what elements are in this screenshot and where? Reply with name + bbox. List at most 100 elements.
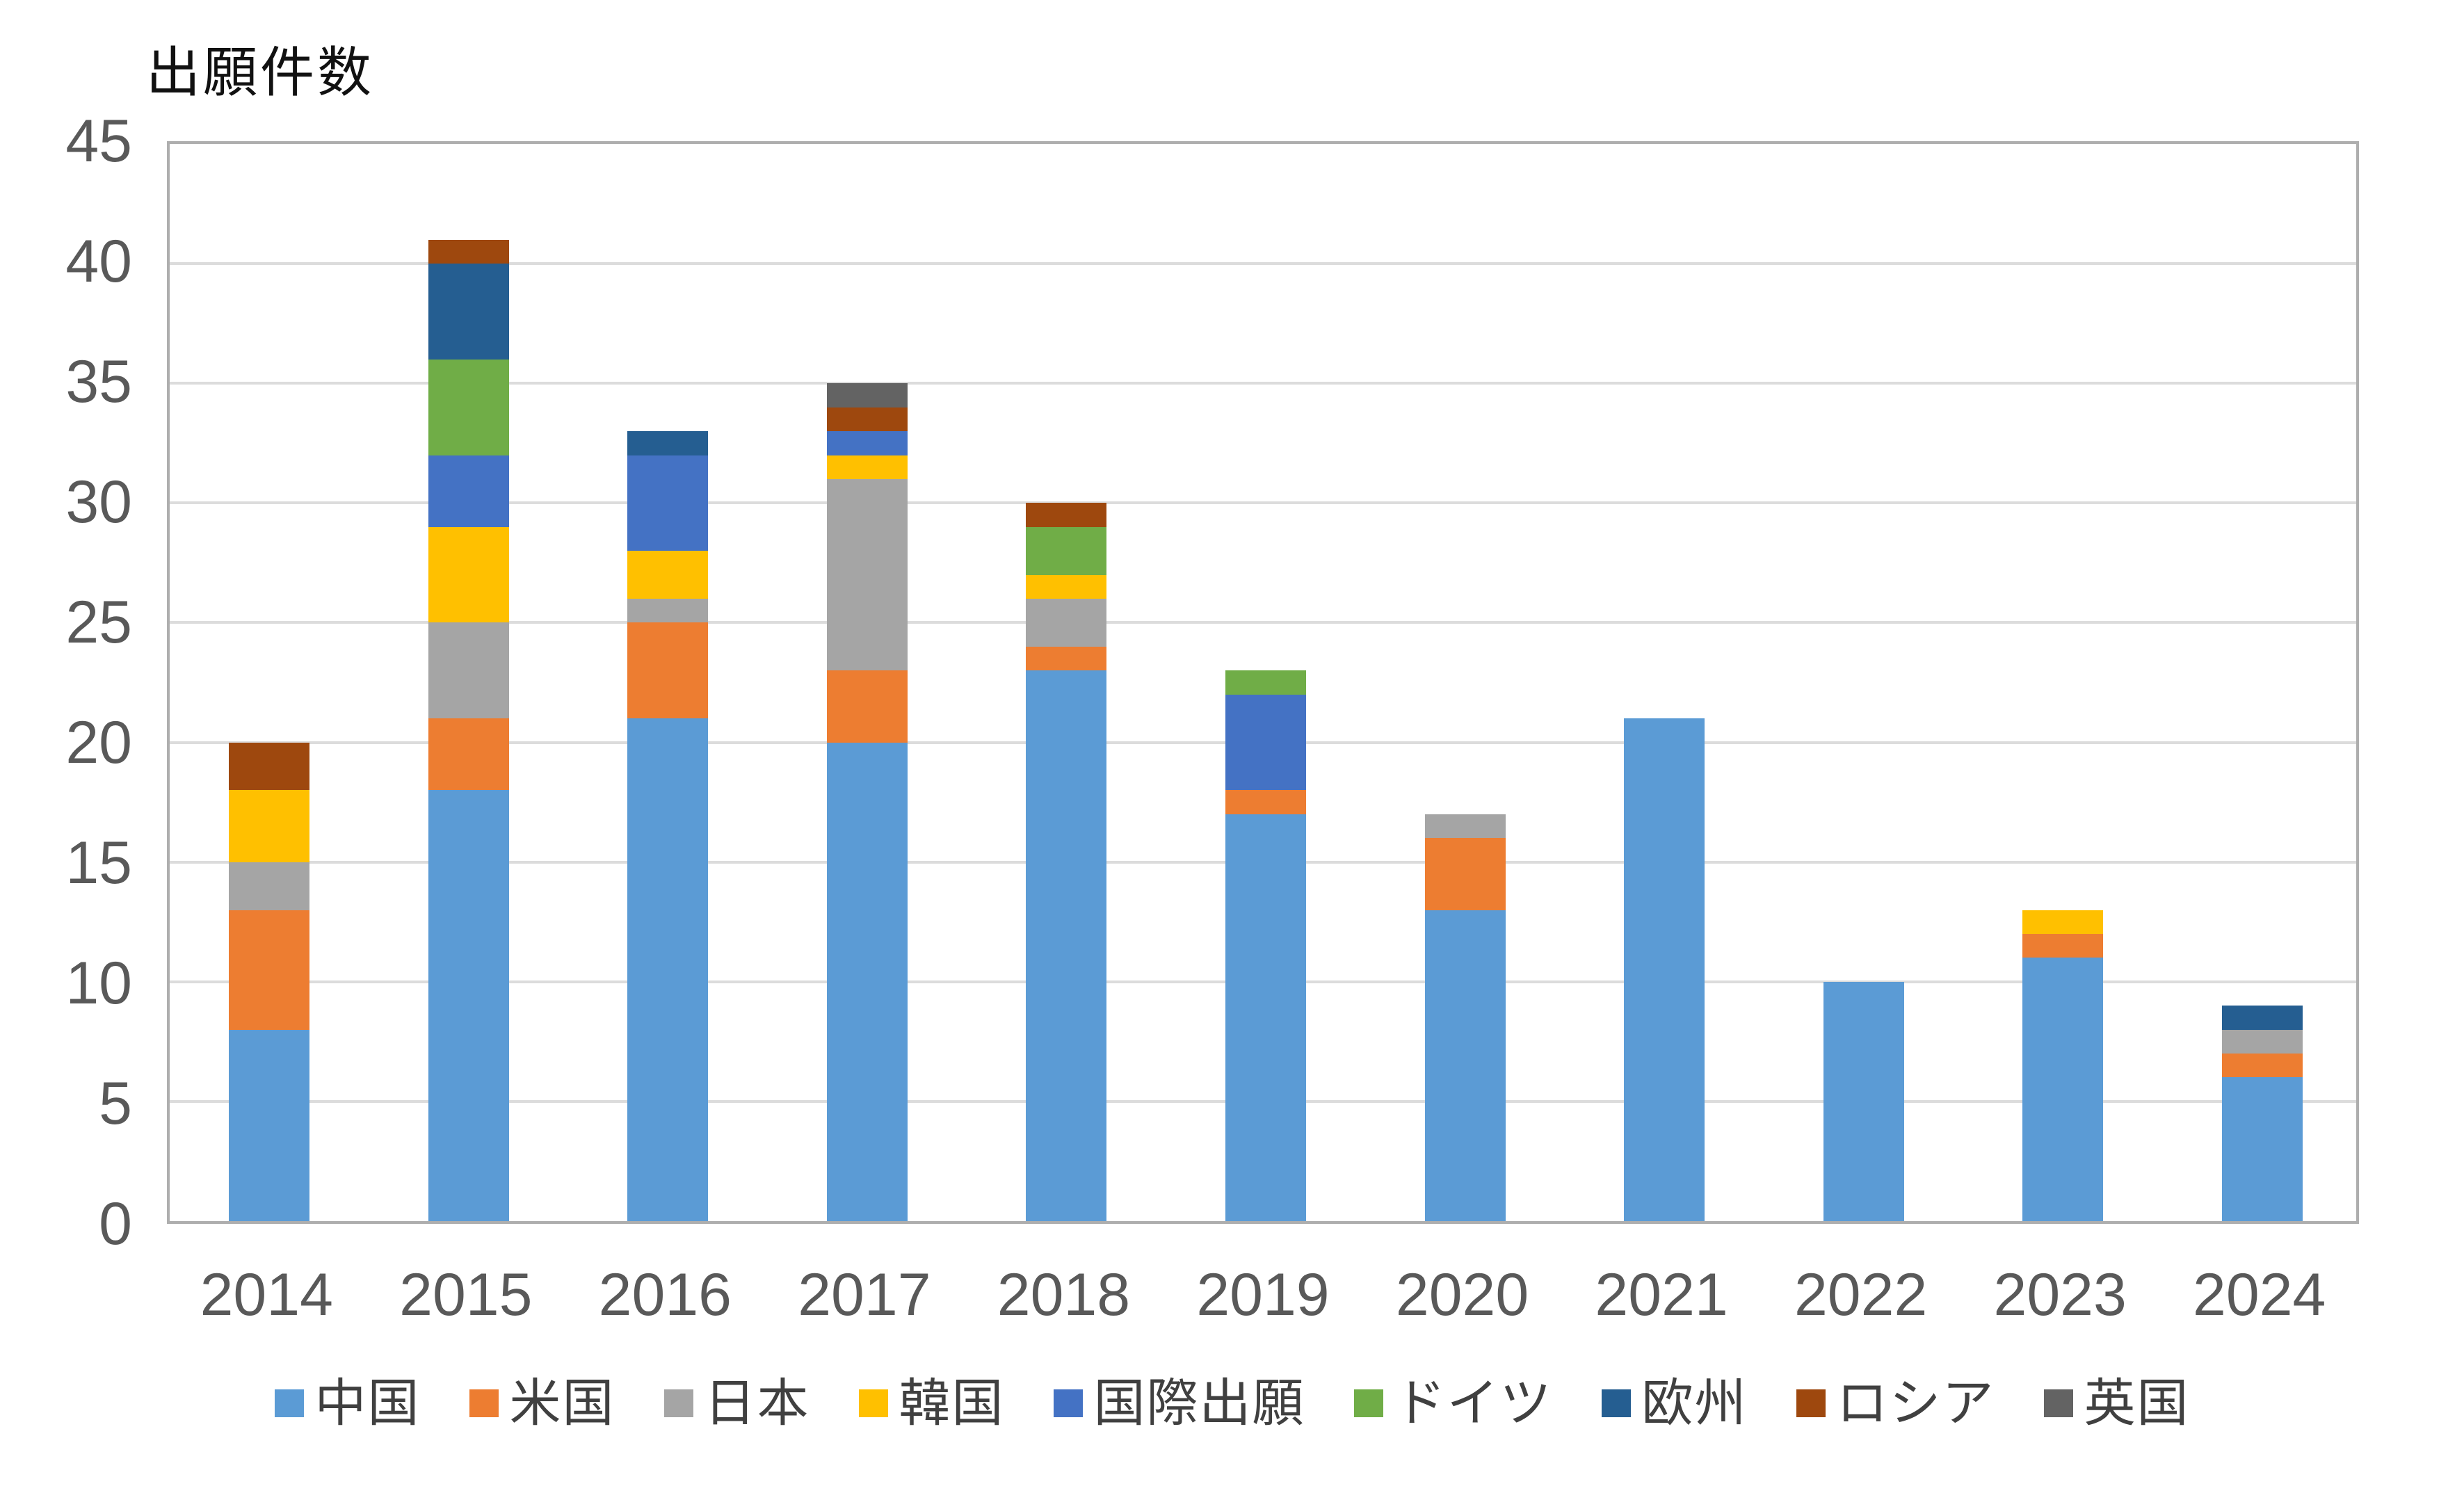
bar-segment-2024-米国 (2221, 1054, 2303, 1078)
bar-segment-2019-国際出願 (1225, 694, 1306, 791)
x-tick-label-2016: 2016 (598, 1261, 732, 1328)
y-tick-label-35: 35 (65, 348, 132, 415)
bar-segment-2015-中国 (428, 790, 509, 1221)
bar-2018 (1026, 144, 1107, 1221)
legend-label: 英国 (2084, 1374, 2190, 1432)
x-tick-label-2021: 2021 (1595, 1261, 1728, 1328)
x-tick-label-2015: 2015 (399, 1261, 533, 1328)
x-tick-label-2020: 2020 (1395, 1261, 1529, 1328)
gridline-25 (170, 621, 2356, 624)
bar-segment-2015-米国 (428, 718, 509, 791)
plot-area (167, 141, 2359, 1224)
chart-title: 出願件数 (146, 42, 375, 103)
bar-segment-2017-英国 (826, 383, 908, 407)
bar-2017 (826, 144, 908, 1221)
bar-segment-2015-日本 (428, 622, 509, 719)
bar-2022 (1823, 144, 1904, 1221)
bar-segment-2018-ロシア (1026, 503, 1107, 527)
bar-segment-2024-日本 (2221, 1029, 2303, 1054)
legend-label: 国際出願 (1093, 1374, 1305, 1432)
y-tick-label-5: 5 (99, 1070, 132, 1137)
bar-segment-2014-ロシア (229, 742, 310, 791)
legend-item-ドイツ: ドイツ (1353, 1373, 1553, 1433)
legend-label: 米国 (509, 1374, 615, 1432)
legend-label: ロシア (1836, 1374, 1995, 1432)
x-tick-label-2022: 2022 (1794, 1261, 1928, 1328)
bar-segment-2022-中国 (1823, 981, 1904, 1221)
x-tick-label-2024: 2024 (2193, 1261, 2326, 1328)
x-axis: 2014 2015 2016 2017 2018 2019 2020 2021 2022 2023… (167, 1260, 2359, 1337)
legend-label: 韓国 (899, 1374, 1005, 1432)
bar-segment-2018-韓国 (1026, 574, 1107, 599)
bar-segment-2024-欧州 (2221, 1006, 2303, 1030)
gridline-35 (170, 382, 2356, 385)
legend-label: 欧州 (1641, 1374, 1748, 1432)
y-tick-label-10: 10 (65, 950, 132, 1017)
bar-segment-2021-中国 (1624, 718, 1705, 1221)
bar-2024 (2221, 144, 2303, 1221)
bar-segment-2015-欧州 (428, 264, 509, 360)
gridline-30 (170, 501, 2356, 505)
bar-segment-2019-中国 (1225, 814, 1306, 1221)
bar-segment-2016-中国 (627, 718, 709, 1221)
legend-item-ロシア: ロシア (1796, 1373, 1995, 1433)
bar-segment-2020-米国 (1424, 838, 1506, 910)
legend-swatch-icon (663, 1389, 693, 1417)
legend-label: ドイツ (1394, 1374, 1553, 1432)
legend-swatch-icon (2043, 1389, 2073, 1417)
legend-item-日本: 日本 (663, 1373, 810, 1433)
x-tick-label-2014: 2014 (200, 1261, 333, 1328)
bar-segment-2016-米国 (627, 622, 709, 719)
legend-swatch-icon (469, 1389, 499, 1417)
bar-segment-2019-米国 (1225, 790, 1306, 814)
bar-2020 (1424, 144, 1506, 1221)
gridline-40 (170, 262, 2356, 266)
bar-segment-2014-韓国 (229, 790, 310, 862)
bar-segment-2014-日本 (229, 862, 310, 910)
bar-segment-2023-米国 (2022, 933, 2104, 958)
bar-segment-2019-ドイツ (1225, 670, 1306, 695)
bar-segment-2016-日本 (627, 599, 709, 623)
bar-segment-2015-韓国 (428, 526, 509, 623)
x-tick-label-2018: 2018 (997, 1261, 1131, 1328)
legend-swatch-icon (1601, 1389, 1631, 1417)
legend-swatch-icon (1053, 1389, 1083, 1417)
bar-segment-2023-韓国 (2022, 910, 2104, 934)
legend-item-欧州: 欧州 (1601, 1373, 1748, 1433)
legend-swatch-icon (274, 1389, 304, 1417)
bar-segment-2014-中国 (229, 1029, 310, 1221)
bar-2019 (1225, 144, 1306, 1221)
bar-segment-2017-中国 (826, 742, 908, 1221)
bar-segment-2017-米国 (826, 670, 908, 743)
legend-item-英国: 英国 (2043, 1373, 2190, 1433)
bar-segment-2018-日本 (1026, 599, 1107, 647)
bar-segment-2018-米国 (1026, 646, 1107, 671)
bar-segment-2024-中国 (2221, 1077, 2303, 1221)
y-tick-label-25: 25 (65, 589, 132, 656)
legend-item-中国: 中国 (274, 1373, 421, 1433)
bar-2021 (1624, 144, 1705, 1221)
bar-segment-2015-ロシア (428, 239, 509, 264)
bar-segment-2016-欧州 (627, 431, 709, 455)
y-tick-label-20: 20 (65, 709, 132, 776)
bar-segment-2017-韓国 (826, 455, 908, 479)
legend-swatch-icon (1796, 1389, 1826, 1417)
bar-segment-2020-日本 (1424, 814, 1506, 839)
bar-segment-2016-国際出願 (627, 455, 709, 551)
bar-segment-2017-日本 (826, 478, 908, 671)
bar-2023 (2022, 144, 2104, 1221)
bar-segment-2015-ドイツ (428, 359, 509, 455)
x-tick-label-2017: 2017 (798, 1261, 931, 1328)
bar-2014 (229, 144, 310, 1221)
legend-swatch-icon (858, 1389, 888, 1417)
bar-segment-2018-中国 (1026, 670, 1107, 1221)
y-tick-label-30: 30 (65, 469, 132, 535)
x-tick-label-2023: 2023 (1993, 1261, 2127, 1328)
legend-item-米国: 米国 (469, 1373, 615, 1433)
bar-segment-2015-国際出願 (428, 455, 509, 527)
y-tick-label-45: 45 (65, 108, 132, 175)
y-tick-label-0: 0 (99, 1191, 132, 1257)
legend-item-国際出願: 国際出願 (1053, 1373, 1305, 1433)
legend-label: 日本 (704, 1374, 810, 1432)
